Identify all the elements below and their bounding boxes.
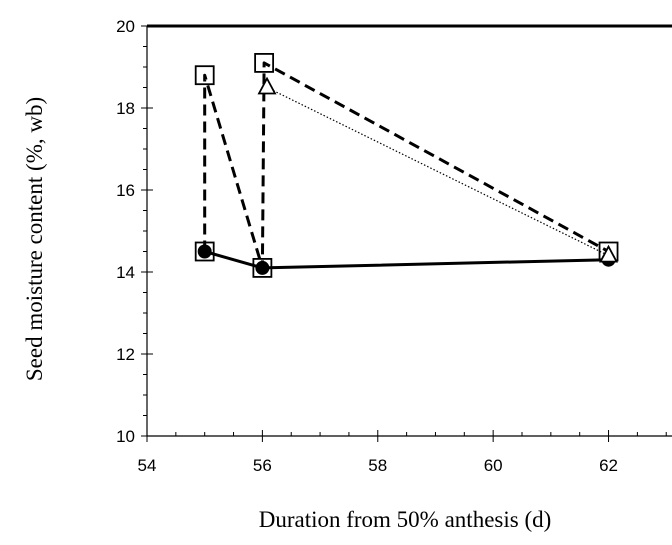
y-tick-label: 14 (116, 263, 135, 282)
x-tick-label: 62 (599, 456, 618, 475)
data-point-square (254, 53, 275, 73)
data-point-square (194, 241, 215, 262)
y-tick-label: 12 (116, 345, 135, 364)
tick-labels: 10 12 14 16 18 20 54 56 58 60 62 (116, 17, 618, 475)
axis-ticks (141, 25, 667, 442)
x-axis-title: Duration from 50% anthesis (d) (259, 507, 552, 532)
x-tick-label: 54 (138, 456, 157, 475)
data-point-triangle (599, 244, 619, 263)
data-point-square (252, 257, 273, 278)
x-tick-label: 58 (368, 456, 387, 475)
series-layer (194, 53, 619, 278)
data-point-triangle (257, 76, 277, 95)
data-point-circle (255, 260, 270, 275)
y-tick-label: 16 (116, 181, 135, 200)
y-tick-label: 10 (116, 427, 135, 446)
x-tick-label: 56 (253, 456, 272, 475)
y-tick-label: 20 (116, 17, 135, 36)
plot-frame (146, 24, 672, 437)
y-tick-label: 18 (116, 99, 135, 118)
y-axis-title: Seed moisture content (%, wb) (22, 97, 47, 381)
data-point-square (194, 65, 215, 86)
data-point-circle (197, 244, 212, 259)
x-tick-label: 60 (484, 456, 503, 475)
series-line-2 (266, 86, 609, 257)
